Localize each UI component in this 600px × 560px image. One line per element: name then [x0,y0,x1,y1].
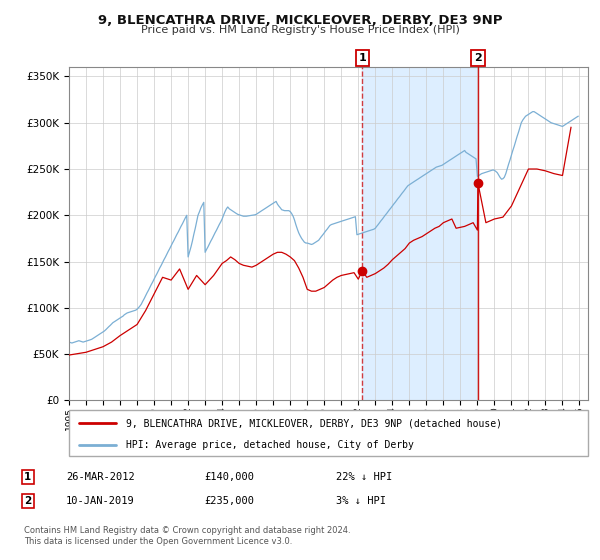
Text: 22% ↓ HPI: 22% ↓ HPI [336,472,392,482]
Text: Contains HM Land Registry data © Crown copyright and database right 2024.: Contains HM Land Registry data © Crown c… [24,526,350,535]
Text: 2: 2 [24,496,31,506]
Text: 2: 2 [474,53,482,63]
Bar [362,67,478,400]
Text: This data is licensed under the Open Government Licence v3.0.: This data is licensed under the Open Gov… [24,538,292,547]
Text: 1: 1 [358,53,366,63]
Text: 9, BLENCATHRA DRIVE, MICKLEOVER, DERBY, DE3 9NP (detached house): 9, BLENCATHRA DRIVE, MICKLEOVER, DERBY, … [126,418,502,428]
Text: 3% ↓ HPI: 3% ↓ HPI [336,496,386,506]
Text: 1: 1 [24,472,31,482]
Text: 9, BLENCATHRA DRIVE, MICKLEOVER, DERBY, DE3 9NP: 9, BLENCATHRA DRIVE, MICKLEOVER, DERBY, … [98,14,502,27]
Text: 26-MAR-2012: 26-MAR-2012 [66,472,135,482]
Text: Price paid vs. HM Land Registry's House Price Index (HPI): Price paid vs. HM Land Registry's House … [140,25,460,35]
Text: £235,000: £235,000 [204,496,254,506]
Text: £140,000: £140,000 [204,472,254,482]
Text: HPI: Average price, detached house, City of Derby: HPI: Average price, detached house, City… [126,440,414,450]
Text: 10-JAN-2019: 10-JAN-2019 [66,496,135,506]
